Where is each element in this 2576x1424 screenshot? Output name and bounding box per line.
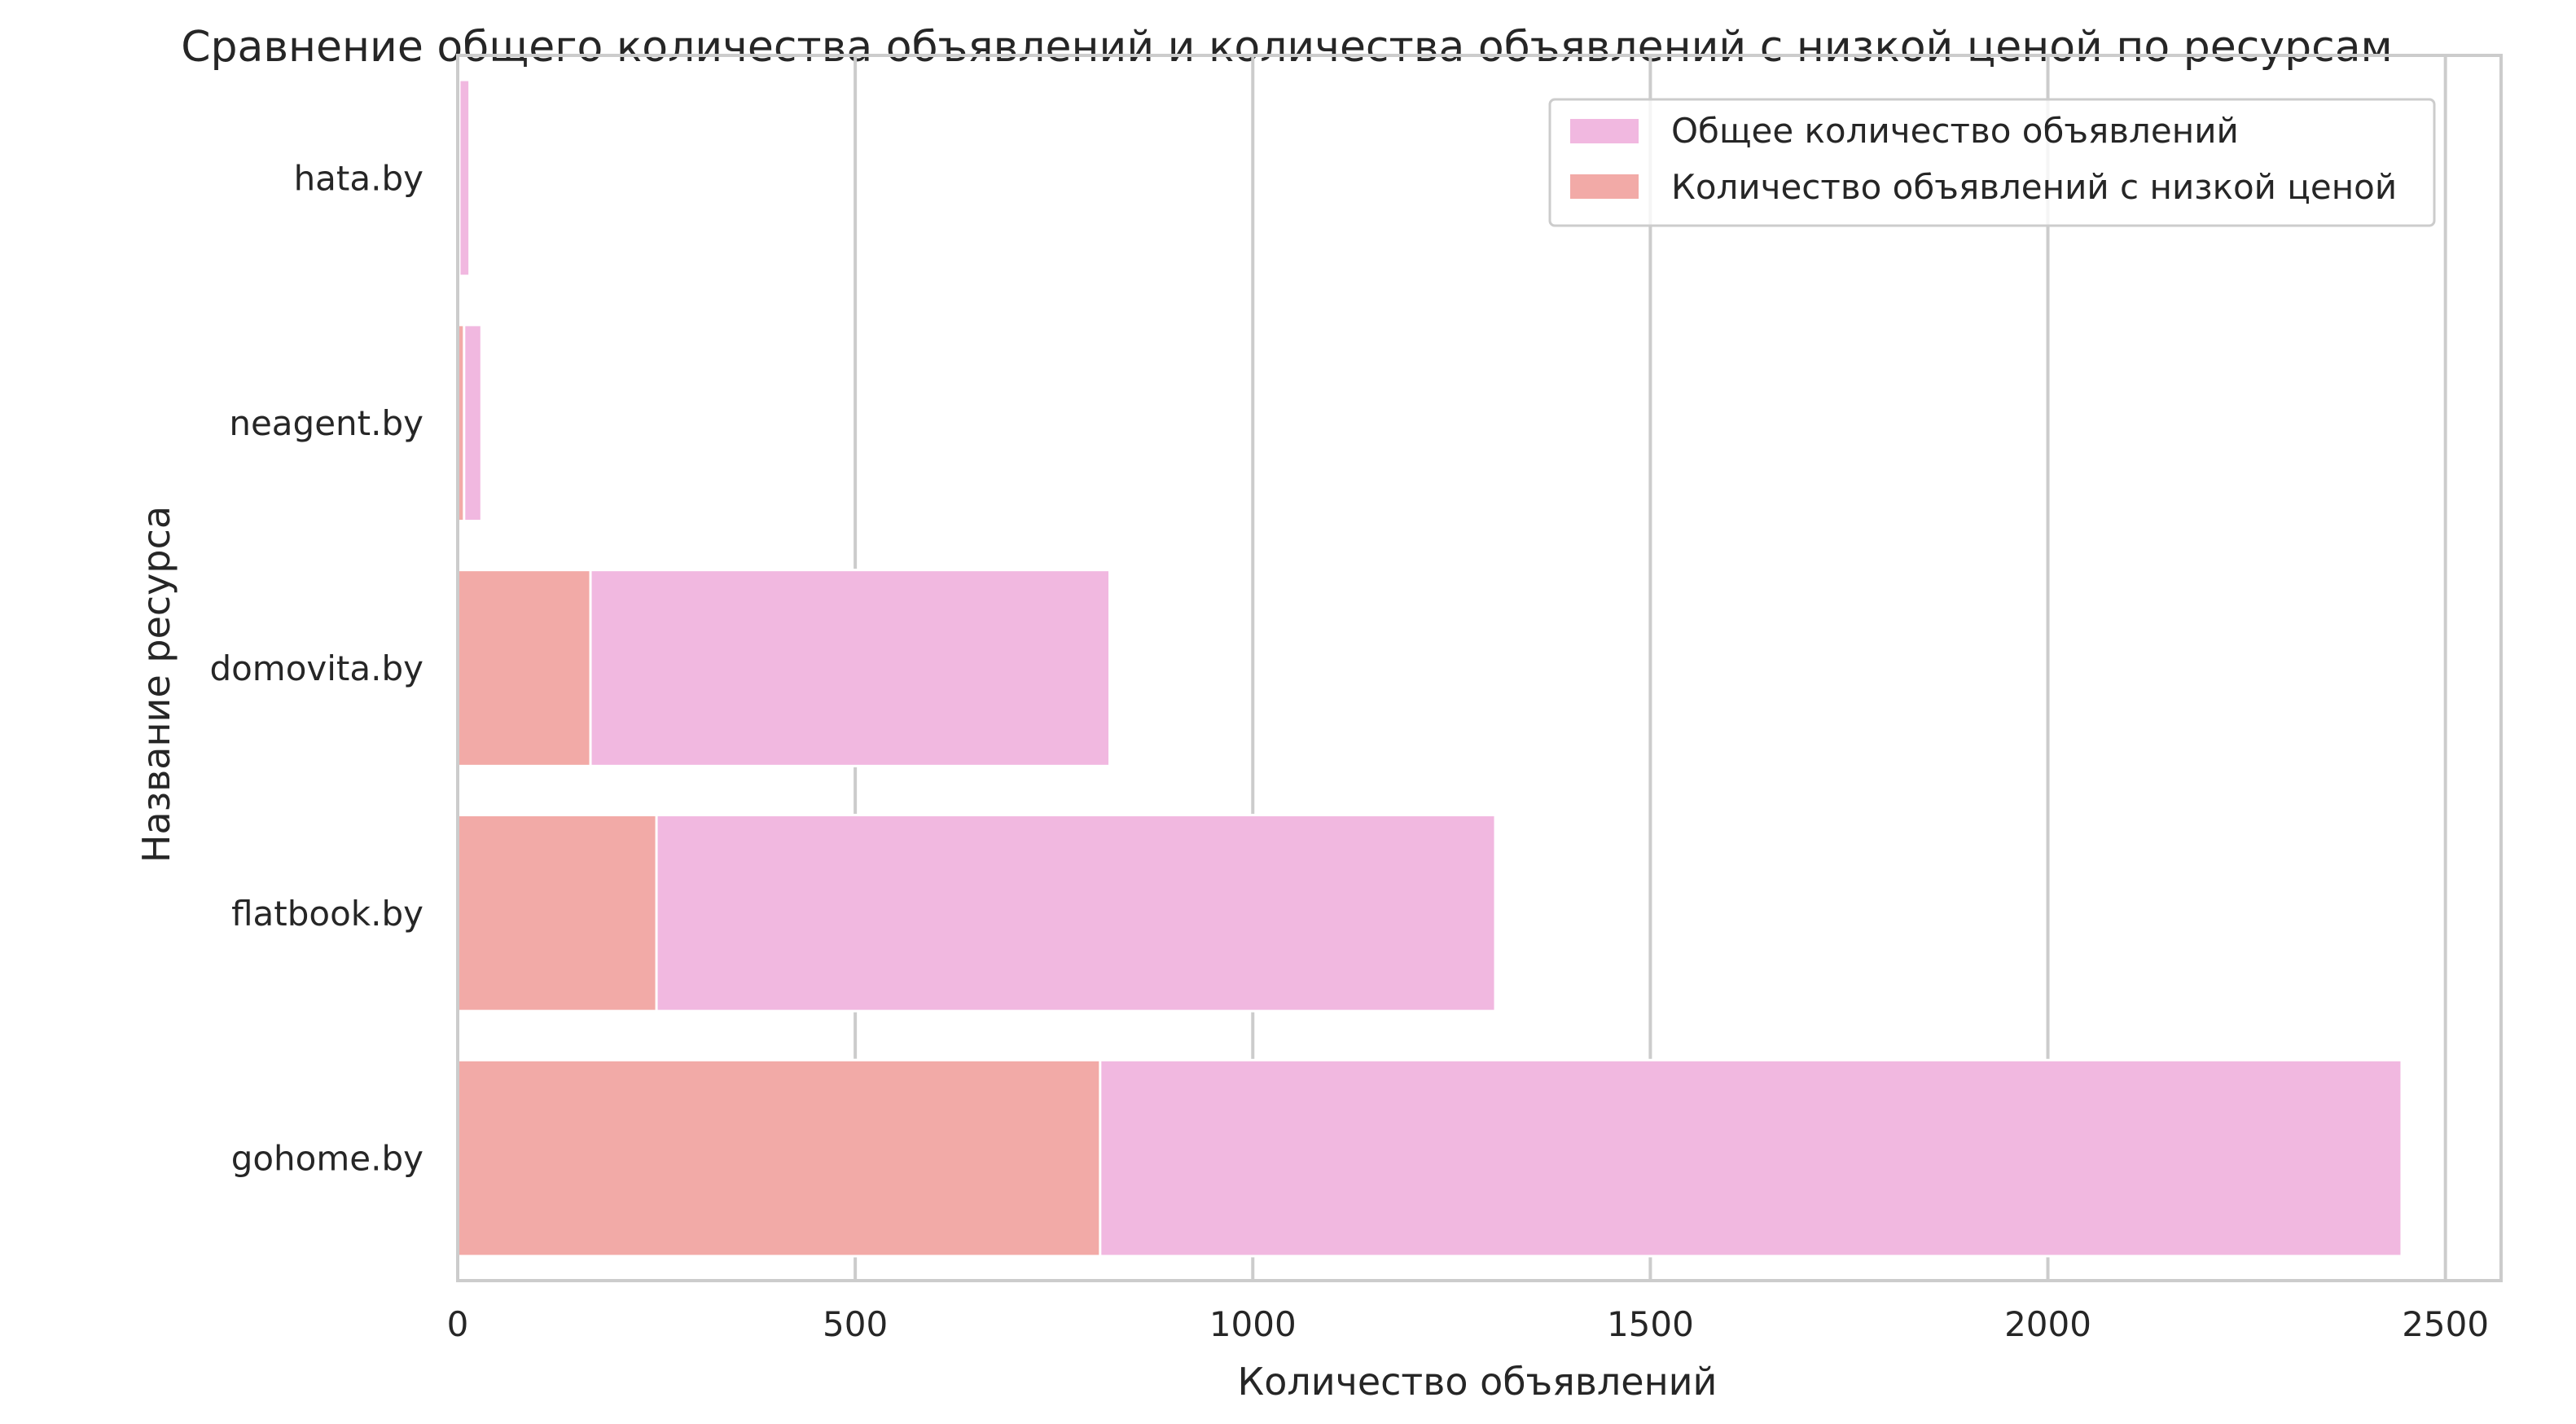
legend-swatch-low-price	[1570, 174, 1639, 199]
legend-box	[1548, 98, 2436, 227]
x-tick-label: 1500	[1607, 1304, 1694, 1344]
y-tick-label: hata.by	[294, 158, 423, 198]
bar-low-price	[456, 1058, 1102, 1258]
y-tick-label: flatbook.by	[231, 894, 423, 934]
bar-low-price	[456, 813, 658, 1013]
y-tick-labels: hata.by neagent.by domovita.by flatbook.by g…	[209, 158, 423, 1178]
chart-title: Сравнение общего количества объявлений и…	[181, 23, 2393, 72]
x-tick-label: 2000	[2004, 1304, 2091, 1344]
x-axis-label: Количество объявлений	[1238, 1360, 1718, 1404]
x-tick-label: 2500	[2402, 1304, 2489, 1344]
legend-swatch-total	[1570, 119, 1639, 143]
legend-label-total: Общее количество объявлений	[1671, 111, 2239, 151]
bar-low-price	[456, 569, 592, 767]
legend: Общее количество объявлений Количество о…	[1548, 98, 2436, 227]
x-tick-label: 500	[823, 1304, 888, 1344]
legend-label-low-price: Количество объявлений с низкой ценой	[1671, 167, 2397, 207]
plot-frame	[456, 54, 2503, 1282]
y-tick-label: neagent.by	[229, 403, 423, 443]
y-tick-label: gohome.by	[231, 1139, 423, 1179]
x-tick-label: 0	[447, 1304, 469, 1344]
y-axis-label: Название ресурса	[134, 506, 178, 863]
x-tick-labels: 0 500 1000 1500 2000 2500	[447, 1304, 2489, 1344]
y-tick-label: domovita.by	[209, 648, 423, 688]
x-tick-label: 1000	[1209, 1304, 1297, 1344]
